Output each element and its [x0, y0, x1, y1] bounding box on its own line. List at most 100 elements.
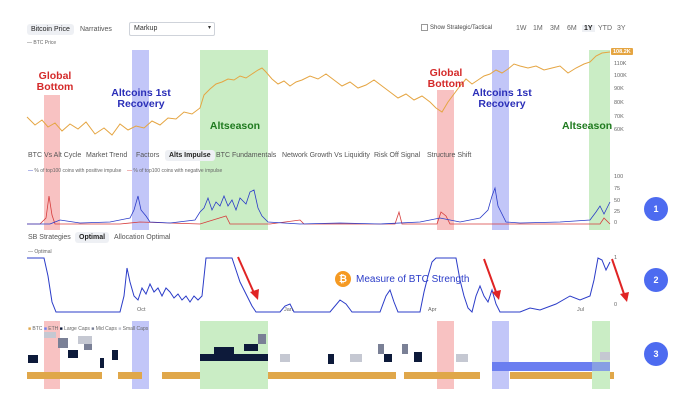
section-1-badge: 1	[644, 197, 668, 221]
blue-band-2	[492, 50, 509, 230]
red-band-1	[44, 95, 60, 230]
alloc-btc-4	[268, 372, 396, 379]
tab-allocation-optimal[interactable]: Allocation Optimal	[114, 234, 171, 241]
range-3y[interactable]: 3Y	[617, 25, 626, 32]
alloc-mid-3	[258, 334, 266, 344]
tab-network-growth[interactable]: Network Growth Vs Liquidity	[282, 152, 370, 159]
price-current-badge	[611, 48, 633, 55]
price-axis-60k: 60K	[614, 127, 624, 133]
alloc-large-8	[328, 354, 334, 364]
range-1y[interactable]: 1Y	[582, 25, 595, 32]
altseason-label-2: Altseason	[562, 120, 613, 132]
global-bottom-label-2: Global Bottom	[427, 67, 465, 90]
arrow-3-head	[620, 292, 629, 302]
alloc-btc-7	[610, 372, 614, 379]
range-1w[interactable]: 1W	[516, 25, 527, 32]
xaxis-oct: Oct	[137, 307, 146, 313]
impulse-axis-100: 100	[614, 174, 624, 180]
tab-market-trend[interactable]: Market Trend	[86, 152, 128, 159]
alloc-large-2	[68, 350, 78, 358]
range-ytd[interactable]: YTD	[598, 25, 612, 32]
alloc-mid-2	[84, 340, 92, 350]
impulse-legend-negative: — % of top100 coins with negative impuls…	[127, 168, 223, 174]
impulse-legend-positive: — % of top100 coins with positive impuls…	[28, 168, 122, 174]
blue-band-alloc-2	[492, 321, 509, 389]
alloc-large-9	[384, 354, 392, 362]
arrow-2-shaft	[483, 258, 497, 293]
alloc-large-7	[244, 344, 258, 351]
altcoins-recovery-label-2: Altcoins 1st Recovery	[472, 87, 532, 110]
optimal-legend: — Optimal	[28, 249, 52, 255]
red-band-2	[437, 90, 454, 230]
price-axis-100k: 100K	[614, 73, 627, 79]
tab-structure-shift[interactable]: Structure Shift	[427, 152, 472, 159]
price-axis-110k: 110K	[614, 61, 627, 67]
tab-optimal[interactable]: Optimal	[75, 232, 110, 243]
alloc-large-6	[214, 347, 234, 354]
altseason-label-1: Altseason	[209, 120, 261, 132]
tab-sb-strategies[interactable]: SB Strategies	[28, 234, 71, 241]
optimal-line	[27, 257, 611, 313]
section-3-badge: 3	[644, 342, 668, 366]
dropdown-value: Markup	[134, 25, 158, 32]
alloc-small-2	[44, 332, 56, 338]
alloc-large-5	[200, 354, 268, 361]
bitcoin-icon: ₿	[335, 271, 351, 287]
impulse-axis-75: 75	[614, 186, 621, 192]
price-axis-70k: 70K	[614, 114, 624, 120]
chevron-down-icon: ▾	[207, 25, 211, 31]
alloc-btc-5	[404, 372, 480, 379]
alloc-btc-6	[510, 372, 592, 379]
price-axis-80k: 80K	[614, 100, 624, 106]
range-6m[interactable]: 6M	[567, 25, 577, 32]
alloc-small-1	[78, 336, 92, 344]
toggle-label: Show Strategic/Tactical	[430, 25, 493, 32]
alloc-btc-1	[27, 372, 102, 379]
impulse-axis-50: 50	[614, 198, 621, 204]
tab-factors[interactable]: Factors	[136, 152, 160, 159]
alloc-small-6	[600, 352, 610, 360]
show-strategic-toggle[interactable]: Show Strategic/Tactical	[421, 24, 492, 31]
alloc-small-3	[280, 354, 290, 362]
xaxis-jul: Jul	[577, 307, 585, 313]
section-2-badge: 2	[644, 268, 668, 292]
arrow-1-shaft	[237, 256, 255, 294]
altcoins-recovery-label-1: Altcoins 1st Recovery	[111, 87, 171, 110]
tab-bitcoin-price[interactable]: Bitcoin Price	[27, 24, 74, 35]
xaxis-apr: Apr	[428, 307, 437, 313]
alloc-mid-5	[402, 344, 408, 354]
arrow-3-shaft	[611, 258, 625, 295]
tab-btc-vs-alt-cycle[interactable]: BTC Vs Alt Cycle	[28, 152, 82, 159]
tab-alts-impulse[interactable]: Alts Impulse	[165, 150, 215, 161]
arrow-2-head	[492, 290, 501, 300]
price-axis-90k: 90K	[614, 86, 624, 92]
green-band-2	[589, 50, 610, 230]
impulse-axis-25: 25	[614, 209, 621, 215]
btc-strength-callout: Measure of BTC Strength	[356, 274, 470, 285]
optimal-axis-1: 1	[614, 255, 618, 261]
tab-btc-fundamentals[interactable]: BTC Fundamentals	[216, 152, 277, 159]
global-bottom-label-1: Global Bottom	[36, 70, 74, 93]
tab-narratives[interactable]: Narratives	[80, 26, 112, 33]
alloc-eth-2	[592, 362, 610, 371]
alloc-btc-3	[162, 372, 200, 379]
alloc-small-4	[350, 354, 362, 362]
blue-band-1	[132, 50, 149, 230]
alloc-small-5	[456, 354, 468, 362]
markup-dropdown[interactable]: Markup ▾	[129, 22, 215, 36]
btc-price-line	[26, 51, 611, 136]
tab-risk-off-signal[interactable]: Risk Off Signal	[374, 152, 421, 159]
impulse-axis-0: 0	[614, 220, 618, 226]
range-3m[interactable]: 3M	[550, 25, 560, 32]
impulse-positive-line	[27, 186, 611, 225]
range-1m[interactable]: 1M	[533, 25, 543, 32]
alloc-legend: ■ BTC ■ ETH ■ Large Caps ■ Mid Caps ■ Sm…	[28, 326, 149, 332]
alloc-mid-1	[58, 338, 68, 348]
alloc-large-4	[112, 350, 118, 360]
alloc-eth-1	[492, 362, 592, 371]
arrow-1-head	[250, 289, 259, 300]
price-legend: — BTC Price	[27, 40, 57, 46]
alloc-large-1	[28, 355, 38, 363]
optimal-axis-0: 0	[614, 302, 618, 308]
